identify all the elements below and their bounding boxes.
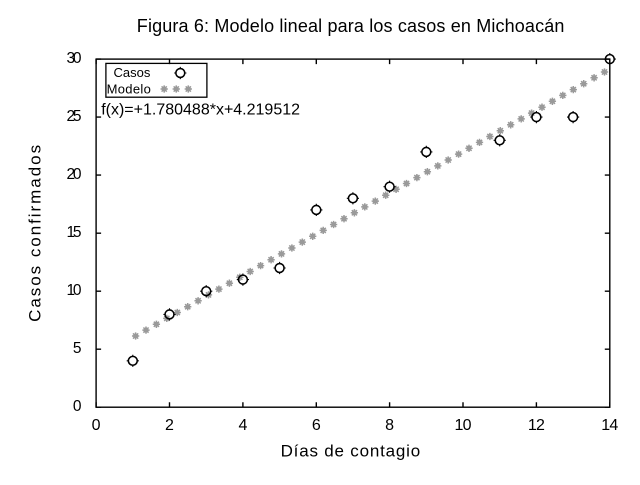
svg-text:6: 6 bbox=[312, 417, 321, 434]
svg-text:5: 5 bbox=[73, 340, 82, 357]
svg-text:15: 15 bbox=[67, 224, 82, 241]
svg-text:0: 0 bbox=[73, 398, 82, 415]
svg-text:Figura 6: Modelo lineal para l: Figura 6: Modelo lineal para los casos e… bbox=[137, 16, 565, 36]
svg-text:Días de contagio: Días de contagio bbox=[281, 442, 421, 461]
svg-text:Casos: Casos bbox=[114, 65, 151, 80]
svg-text:8: 8 bbox=[385, 417, 394, 434]
svg-text:30: 30 bbox=[67, 50, 82, 67]
svg-text:f(x)=+1.780488*x+4.219512: f(x)=+1.780488*x+4.219512 bbox=[101, 101, 300, 118]
svg-text:4: 4 bbox=[238, 417, 247, 434]
svg-text:Modelo: Modelo bbox=[107, 81, 151, 96]
svg-text:25: 25 bbox=[67, 108, 82, 125]
svg-text:0: 0 bbox=[92, 417, 101, 434]
svg-text:10: 10 bbox=[67, 282, 82, 299]
svg-text:Casos confirmados: Casos confirmados bbox=[26, 145, 45, 322]
svg-text:14: 14 bbox=[601, 417, 618, 434]
svg-text:12: 12 bbox=[528, 417, 545, 434]
svg-text:20: 20 bbox=[67, 166, 82, 183]
svg-text:2: 2 bbox=[165, 417, 174, 434]
svg-text:10: 10 bbox=[455, 417, 472, 434]
